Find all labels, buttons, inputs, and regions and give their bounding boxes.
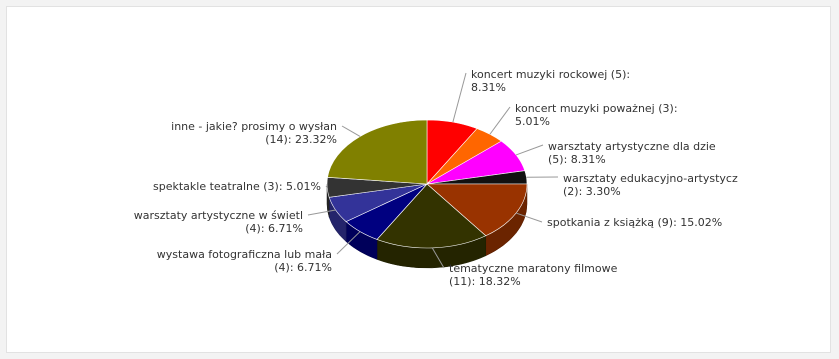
pie-slices xyxy=(326,119,528,249)
slice-label-0: koncert muzyki rockowej (5): 8.31% xyxy=(471,68,630,94)
slice-label-line: spotkania z książką (9): 15.02% xyxy=(547,216,722,229)
slice-label-line: (4): 6.71% xyxy=(245,222,303,235)
slice-label-2: warsztaty artystyczne dla dzie (5): 8.31% xyxy=(548,140,716,166)
slice-label-line: warsztaty artystyczne dla dzie xyxy=(548,140,716,153)
slice-label-line: koncert muzyki rockowej (5): xyxy=(471,68,630,81)
leader-line-0 xyxy=(452,72,467,123)
slice-label-line: tematyczne maratony filmowe xyxy=(449,262,618,275)
slice-label-line: (14): 23.32% xyxy=(265,133,337,146)
slice-label-5: tematyczne maratony filmowe (11): 18.32% xyxy=(449,262,618,288)
slice-label-8: spektakle teatralne (3): 5.01% xyxy=(153,180,321,193)
slice-label-3: warsztaty edukacyjno-artystycz (2): 3.30% xyxy=(563,172,738,198)
leader-line-5 xyxy=(431,247,445,269)
slice-label-line: warsztaty artystyczne w świetl xyxy=(134,209,303,222)
leader-line-7 xyxy=(307,209,336,216)
slice-label-line: warsztaty edukacyjno-artystycz xyxy=(563,172,738,185)
pie-sides xyxy=(326,183,528,269)
leader-line-2 xyxy=(515,144,544,156)
label-leaders xyxy=(307,72,559,269)
slice-label-line: koncert muzyki poważnej (3): xyxy=(515,102,678,115)
slice-label-7: warsztaty artystyczne w świetl (4): 6.71% xyxy=(134,209,303,235)
slice-label-line: 8.31% xyxy=(471,81,506,94)
pie-slice-9[interactable] xyxy=(327,119,428,185)
slice-label-6: wystawa fotograficzna lub mała (4): 6.71% xyxy=(157,248,332,274)
slice-label-line: (4): 6.71% xyxy=(274,261,332,274)
slice-label-line: (5): 8.31% xyxy=(548,153,606,166)
slice-labels: koncert muzyki rockowej (5): 8.31%koncert… xyxy=(134,68,738,288)
slice-label-line: (2): 3.30% xyxy=(563,185,621,198)
slice-label-line: wystawa fotograficzna lub mała xyxy=(157,248,332,261)
leader-line-4 xyxy=(515,212,543,223)
slice-label-line: 5.01% xyxy=(515,115,550,128)
slice-label-line: spektakle teatralne (3): 5.01% xyxy=(153,180,321,193)
leader-line-1 xyxy=(489,106,511,135)
slice-label-1: koncert muzyki poważnej (3): 5.01% xyxy=(515,102,678,128)
leader-line-6 xyxy=(336,231,361,255)
slice-label-4: spotkania z książką (9): 15.02% xyxy=(547,216,722,229)
slice-label-line: inne - jakie? prosimy o wysłan xyxy=(171,120,337,133)
leader-line-8 xyxy=(325,185,328,188)
slice-label-line: (11): 18.32% xyxy=(449,275,521,288)
slice-label-9: inne - jakie? prosimy o wysłan (14): 23.3… xyxy=(171,120,337,146)
leader-line-9 xyxy=(341,125,361,137)
